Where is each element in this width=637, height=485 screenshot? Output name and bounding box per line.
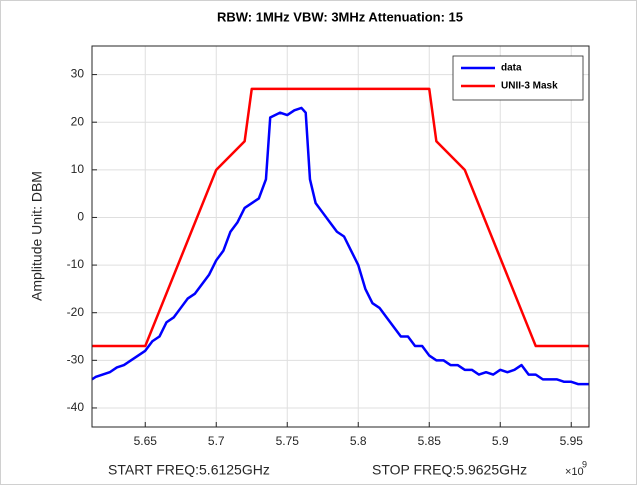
series-line — [91, 106, 589, 386]
y-tick-label: 0 — [77, 210, 84, 224]
chart-title: RBW: 1MHz VBW: 3MHz Attenuation: 15 — [217, 9, 463, 24]
x-tick-label: 5.85 — [418, 434, 442, 448]
y-axis-label: Amplitude Unit: DBM — [29, 171, 45, 301]
x-multiplier-exponent: 9 — [582, 459, 587, 469]
legend-label: data — [501, 63, 522, 74]
series-line — [92, 87, 589, 348]
plot-area — [92, 46, 589, 427]
y-tick-label: 20 — [71, 114, 85, 128]
y-tick-label: 30 — [71, 67, 85, 81]
axes-box — [91, 45, 590, 428]
x-tick-label: 5.65 — [134, 434, 158, 448]
legend-label: UNII-3 Mask — [501, 81, 558, 92]
stop-frequency: STOP FREQ:5.9625GHz — [372, 462, 527, 478]
x-multiplier: ×10 — [565, 466, 584, 478]
x-tick-label: 5.7 — [208, 434, 225, 448]
legend-box — [452, 55, 584, 101]
x-tick-label: 5.9 — [492, 434, 509, 448]
y-tick-label: -40 — [67, 400, 85, 414]
x-tick-label: 5.95 — [560, 434, 584, 448]
y-tick-label: -30 — [67, 352, 85, 366]
y-tick-label: 10 — [71, 162, 85, 176]
y-tick-label: -20 — [67, 305, 85, 319]
start-frequency: START FREQ:5.6125GHz — [108, 462, 270, 478]
x-tick-label: 5.75 — [276, 434, 300, 448]
x-tick-label: 5.8 — [350, 434, 367, 448]
y-tick-label: -10 — [67, 257, 85, 271]
